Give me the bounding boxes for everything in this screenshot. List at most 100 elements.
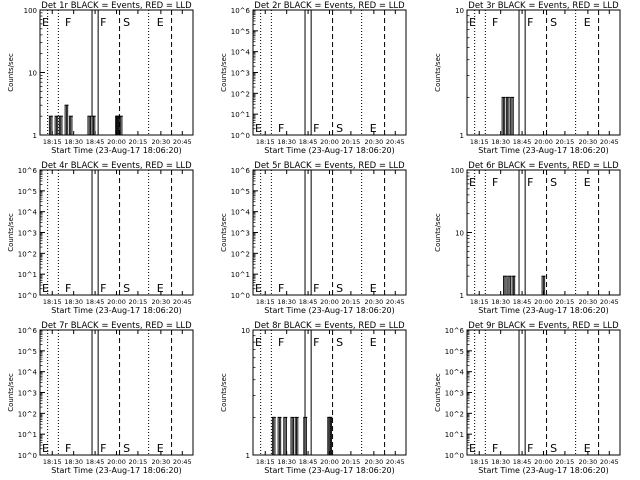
marker-letter-e: E xyxy=(370,336,377,349)
y-tick-label: 1 xyxy=(33,132,37,140)
x-tick-label: 20:15 xyxy=(556,298,575,306)
y-tick-label: 100 xyxy=(451,167,464,175)
x-tick-label: 20:00 xyxy=(320,458,339,466)
chart-title: Det 9r BLACK = Events, RED = LLD xyxy=(468,321,619,331)
plot-frame xyxy=(252,9,407,136)
marker-letter-e: E xyxy=(584,16,591,29)
x-tick-label: 20:30 xyxy=(152,458,171,466)
plot-frame xyxy=(39,329,194,456)
x-tick-label: 18:30 xyxy=(64,298,83,306)
marker-letter-e: E xyxy=(370,122,377,135)
x-tick-label: 20:45 xyxy=(173,458,192,466)
chart-title: Det 5r BLACK = Events, RED = LLD xyxy=(254,161,405,171)
y-tick-label: 100 xyxy=(24,7,37,15)
x-tick-label: 18:45 xyxy=(86,458,105,466)
y-tick-label: 10^1 xyxy=(445,431,464,439)
marker-letter-f: F xyxy=(278,336,284,349)
x-tick-label: 20:00 xyxy=(534,298,553,306)
marker-letter-f: F xyxy=(492,176,498,189)
x-tick-label: 20:30 xyxy=(152,138,171,146)
x-axis-label: Start Time (23-Aug-17 18:06:20) xyxy=(51,306,182,315)
y-axis-label: Counts/sec xyxy=(220,373,228,412)
plot-frame xyxy=(252,169,407,296)
y-tick-label: 10^5 xyxy=(231,28,250,36)
y-tick-label: 10^4 xyxy=(445,369,465,377)
x-tick-label: 20:15 xyxy=(129,138,148,146)
y-tick-label: 10^2 xyxy=(231,250,250,258)
y-tick-label: 10^3 xyxy=(18,230,37,238)
chart-panel-4: Det 4r BLACK = Events, RED = LLD Counts/s… xyxy=(7,161,194,315)
marker-letter-e: E xyxy=(255,282,262,295)
marker-letter-s: S xyxy=(123,442,130,455)
y-tick-label: 10^2 xyxy=(231,90,250,98)
marker-letter-e: E xyxy=(255,336,262,349)
y-axis-label: Counts/sec xyxy=(220,53,228,92)
chart-title: Det 6r BLACK = Events, RED = LLD xyxy=(468,161,619,171)
y-tick-label: 10^0 xyxy=(18,292,37,300)
x-tick-label: 20:45 xyxy=(600,298,619,306)
chart-title: Det 7r BLACK = Events, RED = LLD xyxy=(41,321,192,331)
y-tick-label: 10^0 xyxy=(18,452,37,460)
x-tick-label: 18:15 xyxy=(470,458,489,466)
y-tick-label: 10^0 xyxy=(445,452,464,460)
y-tick-label: 10^6 xyxy=(18,327,38,335)
y-tick-label: 10^2 xyxy=(18,410,37,418)
chart-panel-3: Det 3r BLACK = Events, RED = LLD Counts/s… xyxy=(434,1,621,155)
marker-letter-e: E xyxy=(469,442,476,455)
chart-panel-8: Det 8r BLACK = Events, RED = LLD Counts/s… xyxy=(220,321,407,475)
y-tick-label: 10^0 xyxy=(231,292,250,300)
y-tick-label: 10^1 xyxy=(231,111,250,119)
y-tick-label: 10^4 xyxy=(18,369,38,377)
marker-letter-f: F xyxy=(100,282,106,295)
x-axis-label: Start Time (23-Aug-17 18:06:20) xyxy=(264,306,395,315)
x-tick-label: 20:30 xyxy=(579,138,598,146)
x-tick-label: 18:30 xyxy=(277,458,296,466)
x-tick-label: 20:00 xyxy=(107,458,126,466)
x-tick-label: 18:30 xyxy=(491,458,510,466)
marker-letter-e: E xyxy=(157,282,164,295)
y-tick-label: 10^5 xyxy=(18,188,37,196)
x-tick-label: 18:15 xyxy=(43,298,62,306)
x-tick-label: 18:15 xyxy=(256,458,275,466)
x-axis-label: Start Time (23-Aug-17 18:06:20) xyxy=(478,466,609,475)
y-tick-label: 10 xyxy=(28,70,37,78)
marker-letter-e: E xyxy=(42,16,49,29)
y-tick-label: 10 xyxy=(455,7,464,15)
y-tick-label: 10^6 xyxy=(231,7,251,15)
marker-letter-e: E xyxy=(370,282,377,295)
marker-letter-e: E xyxy=(584,442,591,455)
x-tick-label: 20:30 xyxy=(365,298,384,306)
y-tick-label: 1 xyxy=(460,132,464,140)
x-tick-label: 20:45 xyxy=(386,458,405,466)
x-tick-label: 18:30 xyxy=(64,458,83,466)
x-tick-label: 18:15 xyxy=(470,298,489,306)
y-tick-label: 10^5 xyxy=(445,348,464,356)
marker-letter-s: S xyxy=(123,282,130,295)
marker-letter-s: S xyxy=(336,282,343,295)
x-tick-label: 20:00 xyxy=(107,298,126,306)
x-tick-label: 18:15 xyxy=(43,138,62,146)
x-tick-label: 18:45 xyxy=(299,298,318,306)
x-tick-label: 20:45 xyxy=(600,138,619,146)
marker-letter-s: S xyxy=(336,122,343,135)
marker-letter-e: E xyxy=(255,122,262,135)
y-tick-label: 10^1 xyxy=(231,271,250,279)
x-tick-label: 18:30 xyxy=(64,138,83,146)
x-tick-label: 20:30 xyxy=(152,298,171,306)
x-tick-label: 18:15 xyxy=(256,138,275,146)
x-axis-label: Start Time (23-Aug-17 18:06:20) xyxy=(51,466,182,475)
marker-letter-e: E xyxy=(157,16,164,29)
chart-panel-2: Det 2r BLACK = Events, RED = LLD Counts/s… xyxy=(220,1,407,155)
y-tick-label: 10^6 xyxy=(18,167,38,175)
x-axis-label: Start Time (23-Aug-17 18:06:20) xyxy=(51,146,182,155)
y-tick-label: 10^3 xyxy=(445,390,464,398)
x-tick-label: 20:00 xyxy=(320,138,339,146)
x-tick-label: 20:45 xyxy=(173,138,192,146)
marker-letter-e: E xyxy=(469,176,476,189)
y-axis-label: Counts/sec xyxy=(220,213,228,252)
marker-letter-f: F xyxy=(527,442,533,455)
y-tick-label: 10 xyxy=(241,327,250,335)
x-tick-label: 18:30 xyxy=(277,298,296,306)
marker-letter-f: F xyxy=(492,16,498,29)
